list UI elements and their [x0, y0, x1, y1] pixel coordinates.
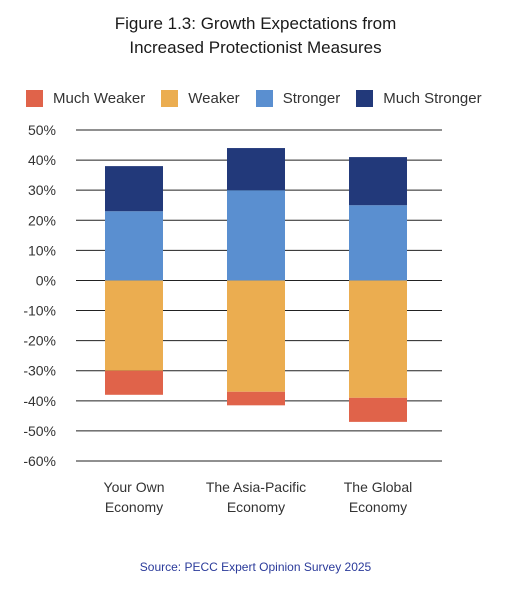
legend-swatch-stronger	[255, 89, 273, 107]
legend-item-stronger: Stronger	[255, 89, 341, 107]
x-category-label: Economy	[105, 499, 163, 515]
y-tick-label: -10%	[23, 303, 56, 319]
y-tick-label: -20%	[23, 333, 56, 349]
y-axis-labels: 50% 40% 30% 20% 10% 0% -10% -20% -30% -40% -50% -60…	[23, 122, 56, 469]
bar-segment-much-weaker	[349, 397, 407, 422]
legend-item-much-stronger: Much Stronger	[356, 89, 482, 107]
y-tick-label: 0%	[36, 272, 56, 288]
bars	[105, 148, 407, 422]
legend-swatch-much-stronger	[356, 89, 374, 107]
y-tick-label: -30%	[23, 363, 56, 379]
chart-legend: Much Weaker Weaker Stronger Much Stronge…	[26, 88, 498, 108]
bar-segment-much-weaker	[227, 391, 285, 406]
y-tick-label: -60%	[23, 453, 56, 469]
x-category-label: Economy	[349, 499, 407, 515]
bar-segment-much-weaker	[105, 370, 163, 395]
y-tick-label: 40%	[28, 152, 56, 168]
x-category-label: The Global	[344, 479, 412, 495]
y-tick-label: 20%	[28, 212, 56, 228]
y-tick-label: -50%	[23, 423, 56, 439]
y-tick-label: 10%	[28, 242, 56, 258]
bar-segment-stronger	[349, 205, 407, 281]
bar-segment-much-stronger	[105, 166, 163, 212]
bar-segment-weaker	[349, 280, 407, 398]
legend-item-weaker: Weaker	[161, 89, 240, 107]
bar-segment-stronger	[227, 190, 285, 281]
bar-segment-stronger	[105, 211, 163, 281]
legend-label-much-stronger: Much Stronger	[383, 89, 482, 107]
source-note: Source: PECC Expert Opinion Survey 2025	[139, 560, 372, 574]
legend-label-stronger: Stronger	[282, 89, 341, 107]
bar-segment-weaker	[105, 280, 163, 371]
y-tick-label: -40%	[23, 393, 56, 409]
bar-segment-much-stronger	[227, 148, 285, 191]
chart-title-line-1: Figure 1.3: Growth Expectations from	[114, 14, 397, 33]
x-category-label: Your Own	[104, 479, 165, 495]
y-tick-label: 50%	[28, 122, 56, 138]
legend-label-weaker: Weaker	[188, 89, 240, 107]
legend-swatch-much-weaker	[26, 89, 43, 107]
x-category-label: The Asia-Pacific	[206, 479, 306, 495]
category-labels: Your Own Economy The Asia-Pacific Economy Th…	[104, 479, 413, 515]
chart-title-line-2: Increased Protectionist Measures	[129, 38, 382, 57]
legend-label-much-weaker: Much Weaker	[53, 89, 146, 107]
bar-segment-much-stronger	[349, 157, 407, 206]
x-category-label: Economy	[227, 499, 285, 515]
y-tick-label: 30%	[28, 182, 56, 198]
chart-title: Figure 1.3: Growth Expectations from Inc…	[0, 12, 511, 60]
legend-item-much-weaker: Much Weaker	[26, 89, 146, 107]
bar-segment-weaker	[227, 280, 285, 392]
legend-swatch-weaker	[161, 89, 179, 107]
